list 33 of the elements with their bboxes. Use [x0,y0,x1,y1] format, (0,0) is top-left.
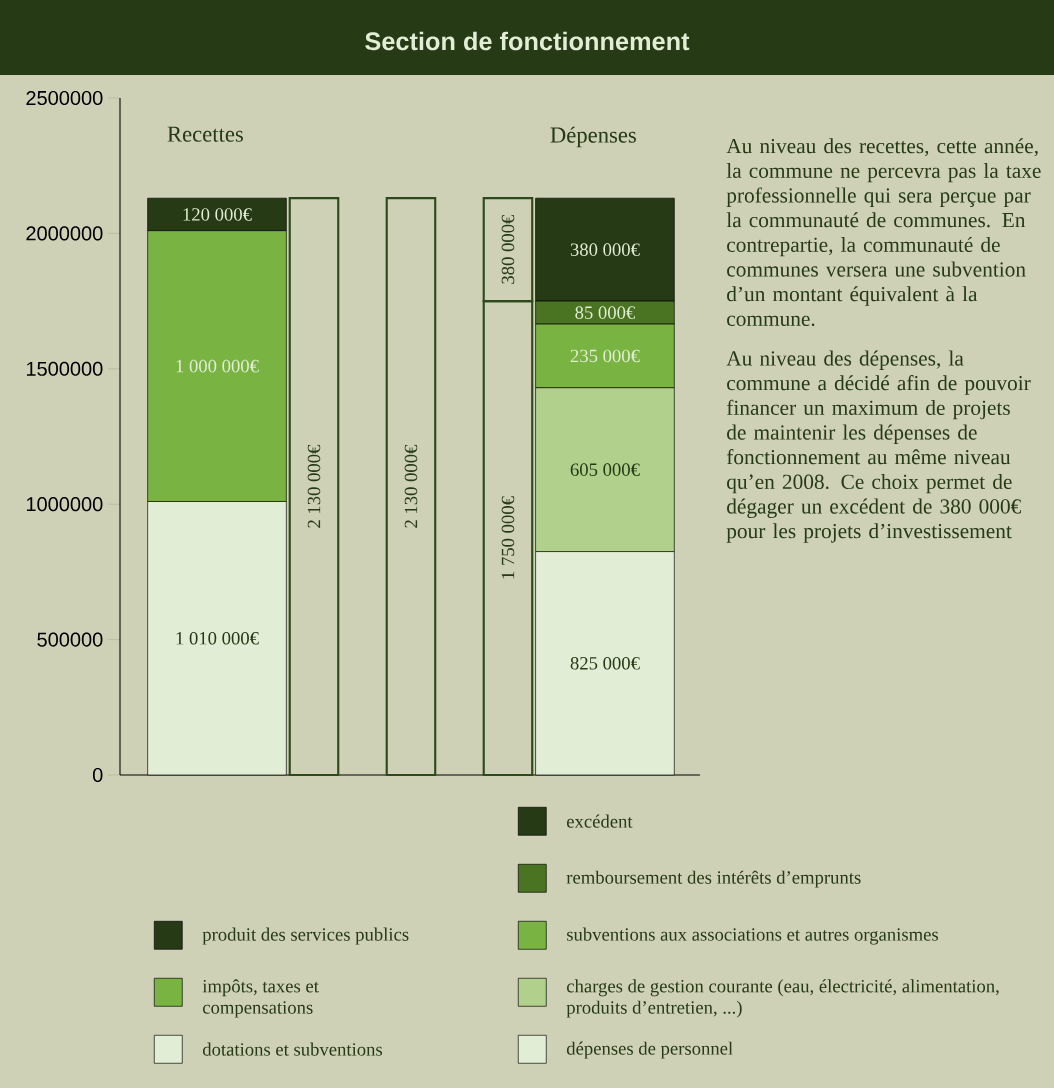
legend-label: charges de gestion courante (eau, électricité, alimentation, produits d’entretien, ...) [566,979,999,1018]
chart-title: Section de fonctionnement [365,31,690,51]
data-label: 380 000€ [501,214,515,284]
legend-label: excédent [567,814,633,828]
legend-label: dotations et subventions [202,1042,383,1056]
data-label: 380 000€ [570,243,640,256]
data-label: 85 000€ [575,306,636,319]
data-label: 2 130 000€ [307,444,321,528]
data-label: 1 010 000€ [176,631,259,645]
y-tick-label: 500000 [37,632,103,647]
x-tick-label: Dépenses [550,126,636,148]
bar [385,197,437,777]
y-tick-label: 2000000 [26,226,103,241]
data-label: 120 000€ [183,208,252,221]
legend-label: dépenses de personnel [566,1041,733,1059]
y-tick-label: 2500000 [26,90,103,106]
legend-label: produit des services publics [202,927,409,945]
legend-label: impôts, taxes et compensations [202,979,319,1018]
data-label: 2 130 000€ [404,444,418,528]
y-tick-label: 0 [92,767,103,783]
x-tick-label: Recettes [167,126,243,142]
text: Au niveau des recettes, cette année, la commune ne percevra pas la taxe professionnelle qui sera perçue par la communauté de communes. En contrepartie, la communauté de communes versera une subvention d’un montant équivalent à la commune. [726,138,1041,327]
data-label: 1 750 000€ [501,496,515,579]
legend-label: subventions aux associations et autres organismes [567,927,939,945]
data-label: 235 000€ [570,349,640,363]
y-tick-label: 1000000 [26,497,103,512]
text: Au niveau des dépenses, la commune a décidé afin de pouvoir financer un maximum de projets de maintenir les dépenses de fonctionnement au même niveau qu’en 2008. Ce choix permet de dégager un excédent de 380 000€ pour les projets d’investissement [726,350,1031,543]
legend-label: remboursement des intérêts d’emprunts [566,870,861,888]
data-label: 605 000€ [570,463,640,476]
y-tick-label: 1500000 [26,361,103,376]
data-label: 1 000 000€ [176,359,259,373]
data-label: 825 000€ [570,656,640,670]
bar [288,197,340,777]
